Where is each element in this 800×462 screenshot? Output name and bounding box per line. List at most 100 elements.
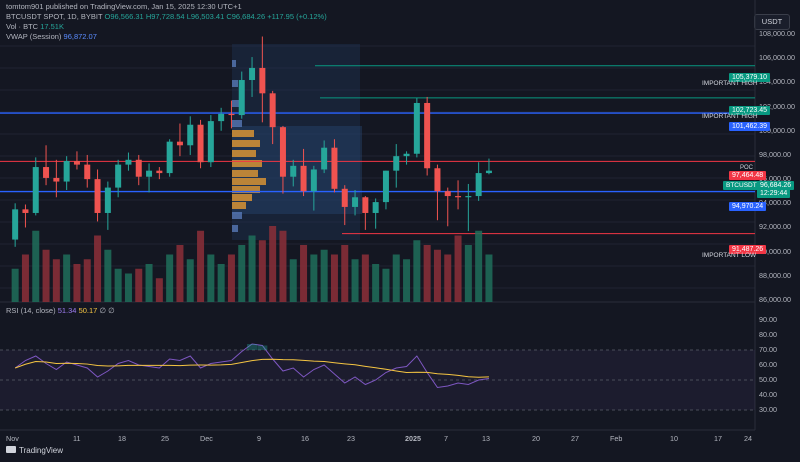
change-value: +117.95 (+0.12%) — [267, 12, 327, 21]
rsi-symbols: ∅ ∅ — [99, 306, 115, 315]
volume-bar — [63, 254, 71, 302]
volume-bar — [351, 259, 359, 302]
candle-body — [331, 147, 338, 189]
price-axis-label: 86,000.00 — [759, 295, 791, 304]
volume-bar — [94, 235, 102, 302]
volume-bar — [485, 254, 493, 302]
volume-bar — [207, 254, 215, 302]
candle-body — [43, 167, 50, 178]
volume-profile-bar — [232, 100, 240, 107]
candle-body — [279, 127, 286, 177]
candle-body — [434, 168, 441, 192]
candle-body — [115, 164, 122, 188]
time-axis-label: 27 — [571, 434, 579, 443]
rsi-value: 51.34 — [57, 306, 77, 315]
volume-bar — [145, 264, 153, 302]
volume-bar — [186, 259, 194, 302]
candle-body — [53, 177, 60, 182]
candle-body — [32, 167, 39, 213]
rsi-axis-label: 80.00 — [759, 330, 777, 339]
candle-body — [341, 188, 348, 207]
rsi-overbought-fill — [257, 345, 268, 350]
vwap-value: 96,872.07 — [63, 32, 97, 41]
price-axis-label: 100,000.00 — [759, 125, 795, 135]
symbol-tag: BTCUSDT — [723, 181, 760, 190]
volume-profile-bar — [232, 150, 256, 157]
volume-bar — [104, 249, 112, 302]
candle-body — [249, 67, 256, 81]
volume-profile-bar — [232, 212, 242, 219]
price-axis-label: 102,000.00 — [759, 101, 795, 111]
tradingview-logo-icon — [6, 446, 16, 453]
candle-body — [84, 164, 91, 180]
volume-bar — [217, 264, 225, 302]
volume-bar — [403, 259, 411, 302]
open-value: O96,566.31 — [104, 12, 144, 21]
candle-body — [207, 121, 214, 163]
time-axis-label: 24 — [744, 434, 752, 443]
time-axis-label: Feb — [610, 434, 623, 443]
candle-body — [228, 113, 235, 116]
rsi-label: RSI (14, close) — [6, 306, 56, 315]
volume-bar — [310, 254, 318, 302]
volume-bar — [413, 240, 421, 302]
important-high-note-2: IMPORTANT HIGH — [702, 113, 758, 120]
candle-body — [259, 67, 266, 94]
candle-body — [465, 196, 472, 198]
volume-profile-bar — [232, 178, 266, 185]
candle-body — [424, 102, 431, 169]
volume-bar — [269, 226, 277, 302]
time-axis-label: 25 — [161, 434, 169, 443]
poc-price-tag: 97,464.48 — [729, 171, 767, 180]
volume-profile-bar — [232, 160, 262, 167]
volume-bar — [166, 254, 174, 302]
volume-bar — [114, 268, 122, 302]
price-axis-label: 94,000.00 — [759, 198, 791, 208]
candle-body — [269, 93, 276, 128]
volume-bar — [248, 235, 256, 302]
blue-upper-tag: 101,462.39 — [729, 122, 771, 131]
price-axis-label: 96,000.00 — [759, 174, 791, 184]
rsi-overbought-fill — [247, 344, 258, 350]
volume-bar — [372, 264, 380, 302]
candle-body — [475, 173, 482, 197]
volume-bar — [32, 230, 40, 302]
volume-profile-bar — [232, 60, 236, 67]
candle-body — [444, 191, 451, 197]
volume-profile-bar — [232, 202, 246, 209]
price-axis-label: 104,000.00 — [759, 77, 795, 87]
candle-body — [238, 80, 245, 116]
candle-body — [362, 197, 369, 213]
rsi-ma-line — [14, 358, 489, 378]
candle-body — [393, 156, 400, 171]
rsi-axis-label: 90.00 — [759, 315, 777, 324]
volume-value: 17.51K — [40, 22, 64, 31]
price-axis-label: 90,000.00 — [759, 246, 791, 256]
volume-profile-bar — [232, 194, 252, 201]
volume-bar — [73, 264, 81, 302]
rsi-axis-label: 30.00 — [759, 405, 777, 414]
time-axis-label: 7 — [444, 434, 448, 443]
rsi-axis-label: 50.00 — [759, 375, 777, 384]
volume-bar — [124, 273, 132, 302]
volume-bar — [464, 245, 472, 302]
volume-bar — [176, 245, 184, 302]
candle-body — [166, 141, 173, 174]
volume-bar — [238, 245, 246, 302]
time-axis-label: 16 — [301, 434, 309, 443]
important-low-note: IMPORTANT LOW — [702, 252, 757, 259]
candle-body — [413, 102, 420, 154]
candle-body — [455, 196, 462, 198]
time-axis-label: 17 — [714, 434, 722, 443]
candle-body — [352, 197, 359, 207]
volume-bar — [361, 254, 369, 302]
volume-bar — [341, 245, 349, 302]
volume-bar — [289, 259, 297, 302]
volume-bar — [444, 254, 452, 302]
candle-body — [372, 202, 379, 213]
symbol-label: BTCUSDT SPOT, 1D, BYBIT — [6, 12, 103, 21]
ohlc-line: BTCUSDT SPOT, 1D, BYBIT O96,566.31 H97,7… — [6, 12, 327, 22]
poc-note: POC — [740, 165, 754, 171]
volume-bar — [279, 230, 287, 302]
